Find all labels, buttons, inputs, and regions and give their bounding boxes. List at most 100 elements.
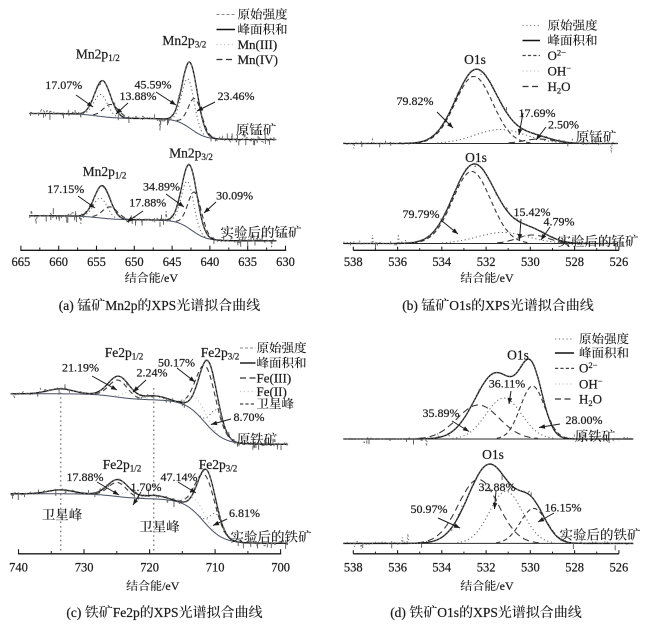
svg-text:47.14%: 47.14% [161, 470, 198, 484]
svg-text:700: 700 [271, 561, 290, 575]
svg-text:665: 665 [12, 255, 31, 269]
svg-text:538: 538 [344, 561, 363, 575]
svg-text:−: − [598, 376, 603, 386]
svg-text:1/2: 1/2 [132, 352, 144, 362]
svg-text:Mn2p: Mn2p [169, 146, 202, 161]
svg-text:534: 534 [432, 255, 452, 269]
svg-text:2−: 2− [557, 47, 566, 57]
svg-text:32.88%: 32.88% [479, 480, 516, 494]
svg-text:720: 720 [140, 561, 159, 575]
svg-text:530: 530 [521, 255, 540, 269]
svg-text:21.19%: 21.19% [62, 361, 99, 375]
svg-text:/eV: /eV [162, 579, 180, 593]
svg-text:710: 710 [206, 561, 225, 575]
svg-text:30.09%: 30.09% [216, 189, 253, 203]
svg-text:O1s: O1s [449, 298, 471, 313]
svg-text:630: 630 [276, 255, 295, 269]
svg-text:79.79%: 79.79% [403, 207, 440, 221]
svg-text:Mn2p: Mn2p [162, 33, 195, 48]
svg-text:526: 526 [610, 561, 629, 575]
svg-text:O: O [579, 361, 588, 376]
svg-text:534: 534 [432, 561, 452, 575]
svg-text:3/2: 3/2 [228, 352, 240, 362]
svg-text:Mn(IV): Mn(IV) [238, 52, 278, 67]
svg-text:(d): (d) [390, 605, 406, 620]
svg-text:Fe2p: Fe2p [201, 345, 228, 360]
svg-text:Mn(III): Mn(III) [238, 37, 278, 52]
svg-text:XPS: XPS [154, 605, 179, 620]
svg-text:2−: 2− [588, 360, 597, 370]
svg-text:Mn2p: Mn2p [83, 164, 116, 179]
svg-text:528: 528 [565, 561, 584, 575]
svg-text:Fe(III): Fe(III) [257, 370, 292, 385]
svg-text:XPS: XPS [485, 298, 510, 313]
svg-text:Fe2p: Fe2p [199, 457, 226, 472]
svg-text:O1s: O1s [465, 150, 487, 165]
svg-text:XPS: XPS [473, 605, 498, 620]
svg-text:1/2: 1/2 [108, 53, 120, 63]
svg-text:16.15%: 16.15% [545, 501, 582, 515]
svg-text:635: 635 [238, 255, 257, 269]
svg-text:Fe2p: Fe2p [105, 345, 132, 360]
svg-text:3/2: 3/2 [226, 464, 238, 474]
svg-text:79.82%: 79.82% [397, 94, 434, 108]
svg-text:532: 532 [477, 561, 496, 575]
svg-text:/eV: /eV [161, 271, 179, 285]
svg-text:3/2: 3/2 [195, 40, 207, 50]
svg-text:Fe2p: Fe2p [103, 457, 130, 472]
svg-text:15.42%: 15.42% [514, 205, 551, 219]
svg-text:536: 536 [388, 561, 407, 575]
svg-text:(b): (b) [402, 298, 418, 313]
svg-text:8.70%: 8.70% [234, 410, 265, 424]
svg-text:XPS: XPS [151, 298, 176, 313]
svg-text:H: H [579, 391, 588, 406]
svg-text:536: 536 [388, 255, 407, 269]
svg-text:4.79%: 4.79% [544, 215, 575, 229]
svg-text:3/2: 3/2 [201, 152, 213, 162]
svg-text:17.88%: 17.88% [67, 470, 104, 484]
svg-text:O: O [548, 48, 557, 63]
svg-text:OH: OH [579, 376, 598, 391]
svg-text:530: 530 [521, 561, 540, 575]
svg-text:640: 640 [201, 255, 220, 269]
svg-text:2: 2 [588, 398, 592, 408]
svg-text:645: 645 [163, 255, 182, 269]
svg-text:O: O [561, 79, 570, 94]
svg-text:655: 655 [87, 255, 106, 269]
svg-text:730: 730 [75, 561, 94, 575]
svg-text:OH: OH [548, 63, 567, 78]
svg-text:17.88%: 17.88% [129, 196, 166, 210]
svg-text:Mn2p: Mn2p [105, 298, 138, 313]
svg-text:532: 532 [477, 255, 496, 269]
svg-text:50.17%: 50.17% [158, 356, 195, 370]
svg-text:O: O [593, 391, 602, 406]
svg-text:17.07%: 17.07% [45, 78, 82, 92]
svg-text:1/2: 1/2 [115, 171, 127, 181]
svg-text:17.69%: 17.69% [519, 106, 556, 120]
svg-text:35.89%: 35.89% [423, 406, 460, 420]
svg-text:(a): (a) [59, 298, 74, 313]
svg-text:2: 2 [557, 85, 561, 95]
svg-text:O1s: O1s [482, 447, 504, 462]
svg-text:Mn2p: Mn2p [76, 47, 109, 62]
svg-text:/eV: /eV [496, 271, 514, 285]
svg-text:36.11%: 36.11% [489, 377, 526, 391]
svg-text:660: 660 [49, 255, 68, 269]
svg-text:(c): (c) [66, 605, 81, 620]
svg-text:/eV: /eV [496, 579, 514, 593]
svg-text:740: 740 [9, 561, 28, 575]
svg-text:528: 528 [565, 255, 584, 269]
svg-text:34.89%: 34.89% [143, 180, 180, 194]
svg-text:45.59%: 45.59% [135, 78, 172, 92]
svg-text:526: 526 [610, 255, 629, 269]
svg-text:O1s: O1s [437, 605, 459, 620]
svg-text:1.70%: 1.70% [131, 480, 162, 494]
svg-text:538: 538 [344, 255, 363, 269]
svg-text:1/2: 1/2 [130, 464, 142, 474]
svg-text:Fe(II): Fe(II) [257, 384, 287, 399]
svg-text:H: H [548, 79, 557, 94]
svg-text:17.15%: 17.15% [47, 182, 84, 196]
svg-text:28.00%: 28.00% [566, 413, 603, 427]
svg-text:2.24%: 2.24% [137, 365, 168, 379]
svg-text:6.81%: 6.81% [229, 506, 260, 520]
